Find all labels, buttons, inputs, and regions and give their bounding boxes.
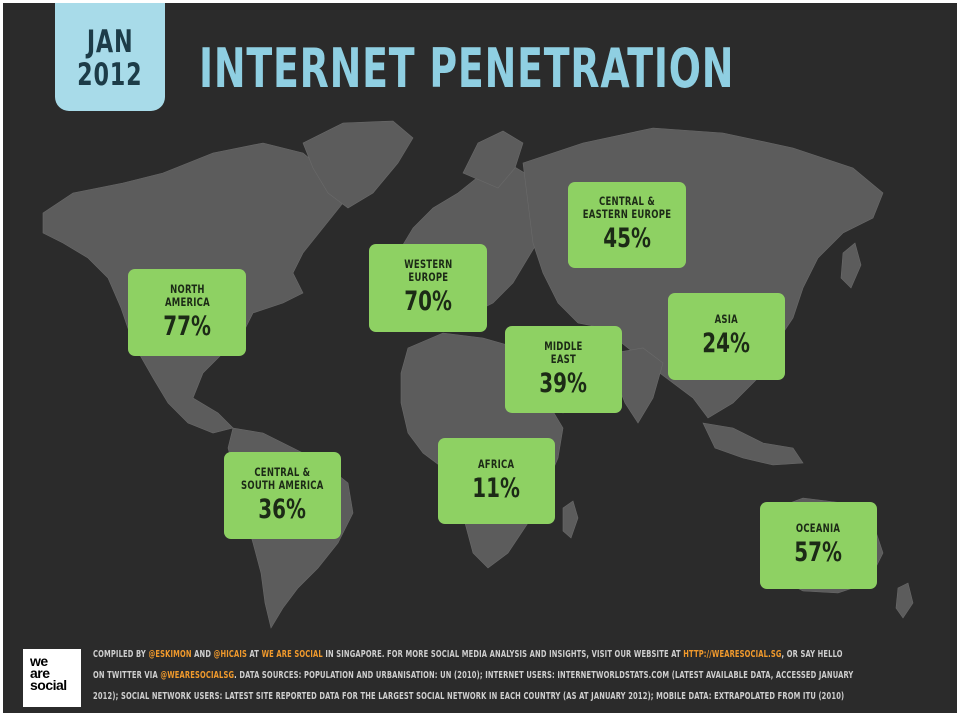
date-year: 2012 [77, 57, 143, 93]
region-value: 45% [603, 223, 651, 254]
region-value: 77% [163, 310, 211, 342]
region-name: OCEANIA [796, 521, 841, 535]
region-value: 70% [404, 286, 452, 317]
credits-text-part: AND [191, 649, 214, 660]
infographic-slide: JAN 2012 INTERNET PENETRATION NORTH AMER… [3, 3, 957, 713]
land-greenland [302, 120, 414, 209]
region-name: MIDDLE EAST [544, 338, 583, 366]
land-japan [840, 242, 862, 289]
credits-text: COMPILED BY @ESKIMON AND @HICAIS AT WE A… [93, 644, 948, 707]
twitter-handle-link[interactable]: @WEARESOCIALSG [160, 670, 235, 681]
region-value: 57% [794, 537, 843, 568]
credits-text-part: , OR SAY HELLO [781, 649, 843, 660]
credits-line-2: ON TWITTER VIA @WEARESOCIALSG. DATA SOUR… [93, 665, 853, 686]
region-value: 36% [258, 493, 307, 525]
logo-line: are [30, 665, 50, 681]
region-central-eastern-europe: CENTRAL & EASTERN EUROPE 45% [568, 182, 686, 268]
region-central-south-america: CENTRAL & SOUTH AMERICA 36% [224, 452, 341, 539]
we-are-social-logo: we are social [23, 649, 81, 707]
region-value: 39% [539, 367, 588, 399]
region-middle-east: MIDDLE EAST 39% [505, 326, 622, 413]
footer: we are social COMPILED BY @ESKIMON AND @… [3, 635, 957, 713]
region-name: AFRICA [478, 456, 515, 471]
region-asia: ASIA 24% [668, 293, 785, 380]
region-value: 11% [472, 472, 521, 504]
region-name: ASIA [714, 312, 739, 326]
credits-text-part: . DATA SOURCES: POPULATION AND URBANISAT… [234, 670, 854, 681]
website-link[interactable]: HTTP://WEARESOCIAL.SG [683, 649, 782, 660]
region-value: 24% [702, 328, 751, 359]
credits-text-part: IN SINGAPORE. FOR MORE SOCIAL MEDIA ANAL… [322, 649, 684, 660]
land-scandinavia [462, 130, 524, 189]
region-name: CENTRAL & EASTERN EUROPE [582, 194, 672, 221]
page-title: INTERNET PENETRATION [199, 37, 735, 100]
region-name: CENTRAL & SOUTH AMERICA [241, 464, 324, 492]
land-new-zealand [895, 582, 914, 619]
credits-text-part: AT [247, 649, 262, 660]
land-madagascar [562, 500, 579, 539]
date-month: JAN [86, 24, 134, 60]
twitter-handle-link[interactable]: @ESKIMON [148, 649, 192, 660]
region-name: NORTH AMERICA [164, 281, 210, 309]
region-north-america: NORTH AMERICA 77% [128, 269, 246, 356]
credits-line-1: COMPILED BY @ESKIMON AND @HICAIS AT WE A… [93, 644, 843, 665]
credits-text-part: ON TWITTER VIA [93, 670, 161, 681]
credits-text-part: COMPILED BY [93, 649, 149, 660]
twitter-handle-link[interactable]: @HICAIS [213, 649, 248, 660]
region-western-europe: WESTERN EUROPE 70% [369, 244, 487, 332]
date-badge: JAN 2012 [55, 3, 165, 111]
logo-line: social [30, 677, 67, 693]
org-link[interactable]: WE ARE SOCIAL [261, 649, 323, 660]
land-se-asia [702, 422, 804, 466]
region-africa: AFRICA 11% [438, 438, 555, 524]
region-name: WESTERN EUROPE [403, 257, 453, 284]
logo-line: we [30, 653, 48, 669]
region-oceania: OCEANIA 57% [760, 502, 877, 589]
credits-line-3: 2012); SOCIAL NETWORK USERS: LATEST SITE… [93, 691, 845, 702]
